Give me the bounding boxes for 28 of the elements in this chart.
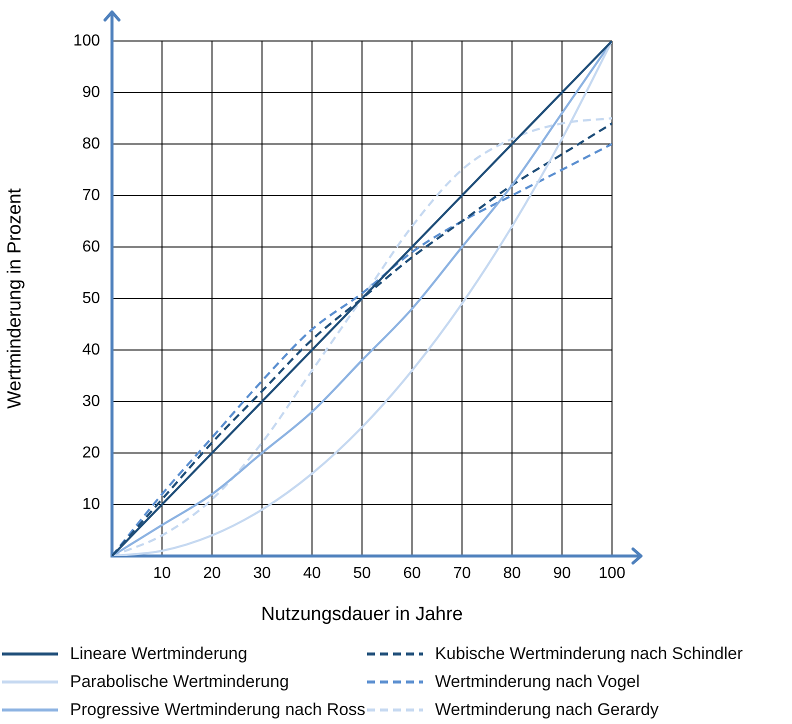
- x-tick-label: 80: [503, 565, 521, 582]
- x-tick-label: 10: [153, 565, 171, 582]
- x-tick-label: 90: [553, 565, 571, 582]
- y-tick-label: 90: [82, 84, 100, 101]
- x-tick-label: 100: [598, 565, 626, 582]
- y-tick-label: 10: [82, 496, 100, 513]
- legend-label: Wertminderung nach Vogel: [435, 672, 640, 692]
- x-tick-label: 60: [403, 565, 421, 582]
- y-tick-label: 30: [82, 392, 100, 410]
- x-tick-label: 50: [353, 565, 371, 582]
- x-tick-label: 30: [253, 565, 271, 582]
- x-tick-label: 20: [203, 565, 221, 582]
- y-tick-label: 50: [82, 290, 100, 307]
- legend-label: Wertminderung nach Gerardy: [435, 700, 659, 720]
- legend-label: Lineare Wertminderung: [70, 644, 248, 664]
- x-tick-label: 40: [303, 565, 321, 582]
- x-tick-label: 70: [453, 565, 471, 582]
- y-tick-label: 80: [82, 135, 100, 152]
- legend-label: Kubische Wertminderung nach Schindler: [435, 644, 743, 664]
- legend-label: Parabolische Wertminderung: [70, 672, 289, 692]
- y-tick-label: 70: [82, 186, 100, 204]
- legend-label: Progressive Wertminderung nach Ross: [70, 700, 366, 720]
- y-tick-label: 40: [82, 341, 100, 358]
- y-tick-label: 20: [82, 444, 100, 462]
- y-tick-label: 100: [73, 32, 100, 50]
- y-tick-label: 60: [82, 238, 100, 256]
- x-axis-title: Nutzungsdauer in Jahre: [261, 604, 463, 625]
- y-axis-title: Wertminderung in Prozent: [4, 188, 26, 409]
